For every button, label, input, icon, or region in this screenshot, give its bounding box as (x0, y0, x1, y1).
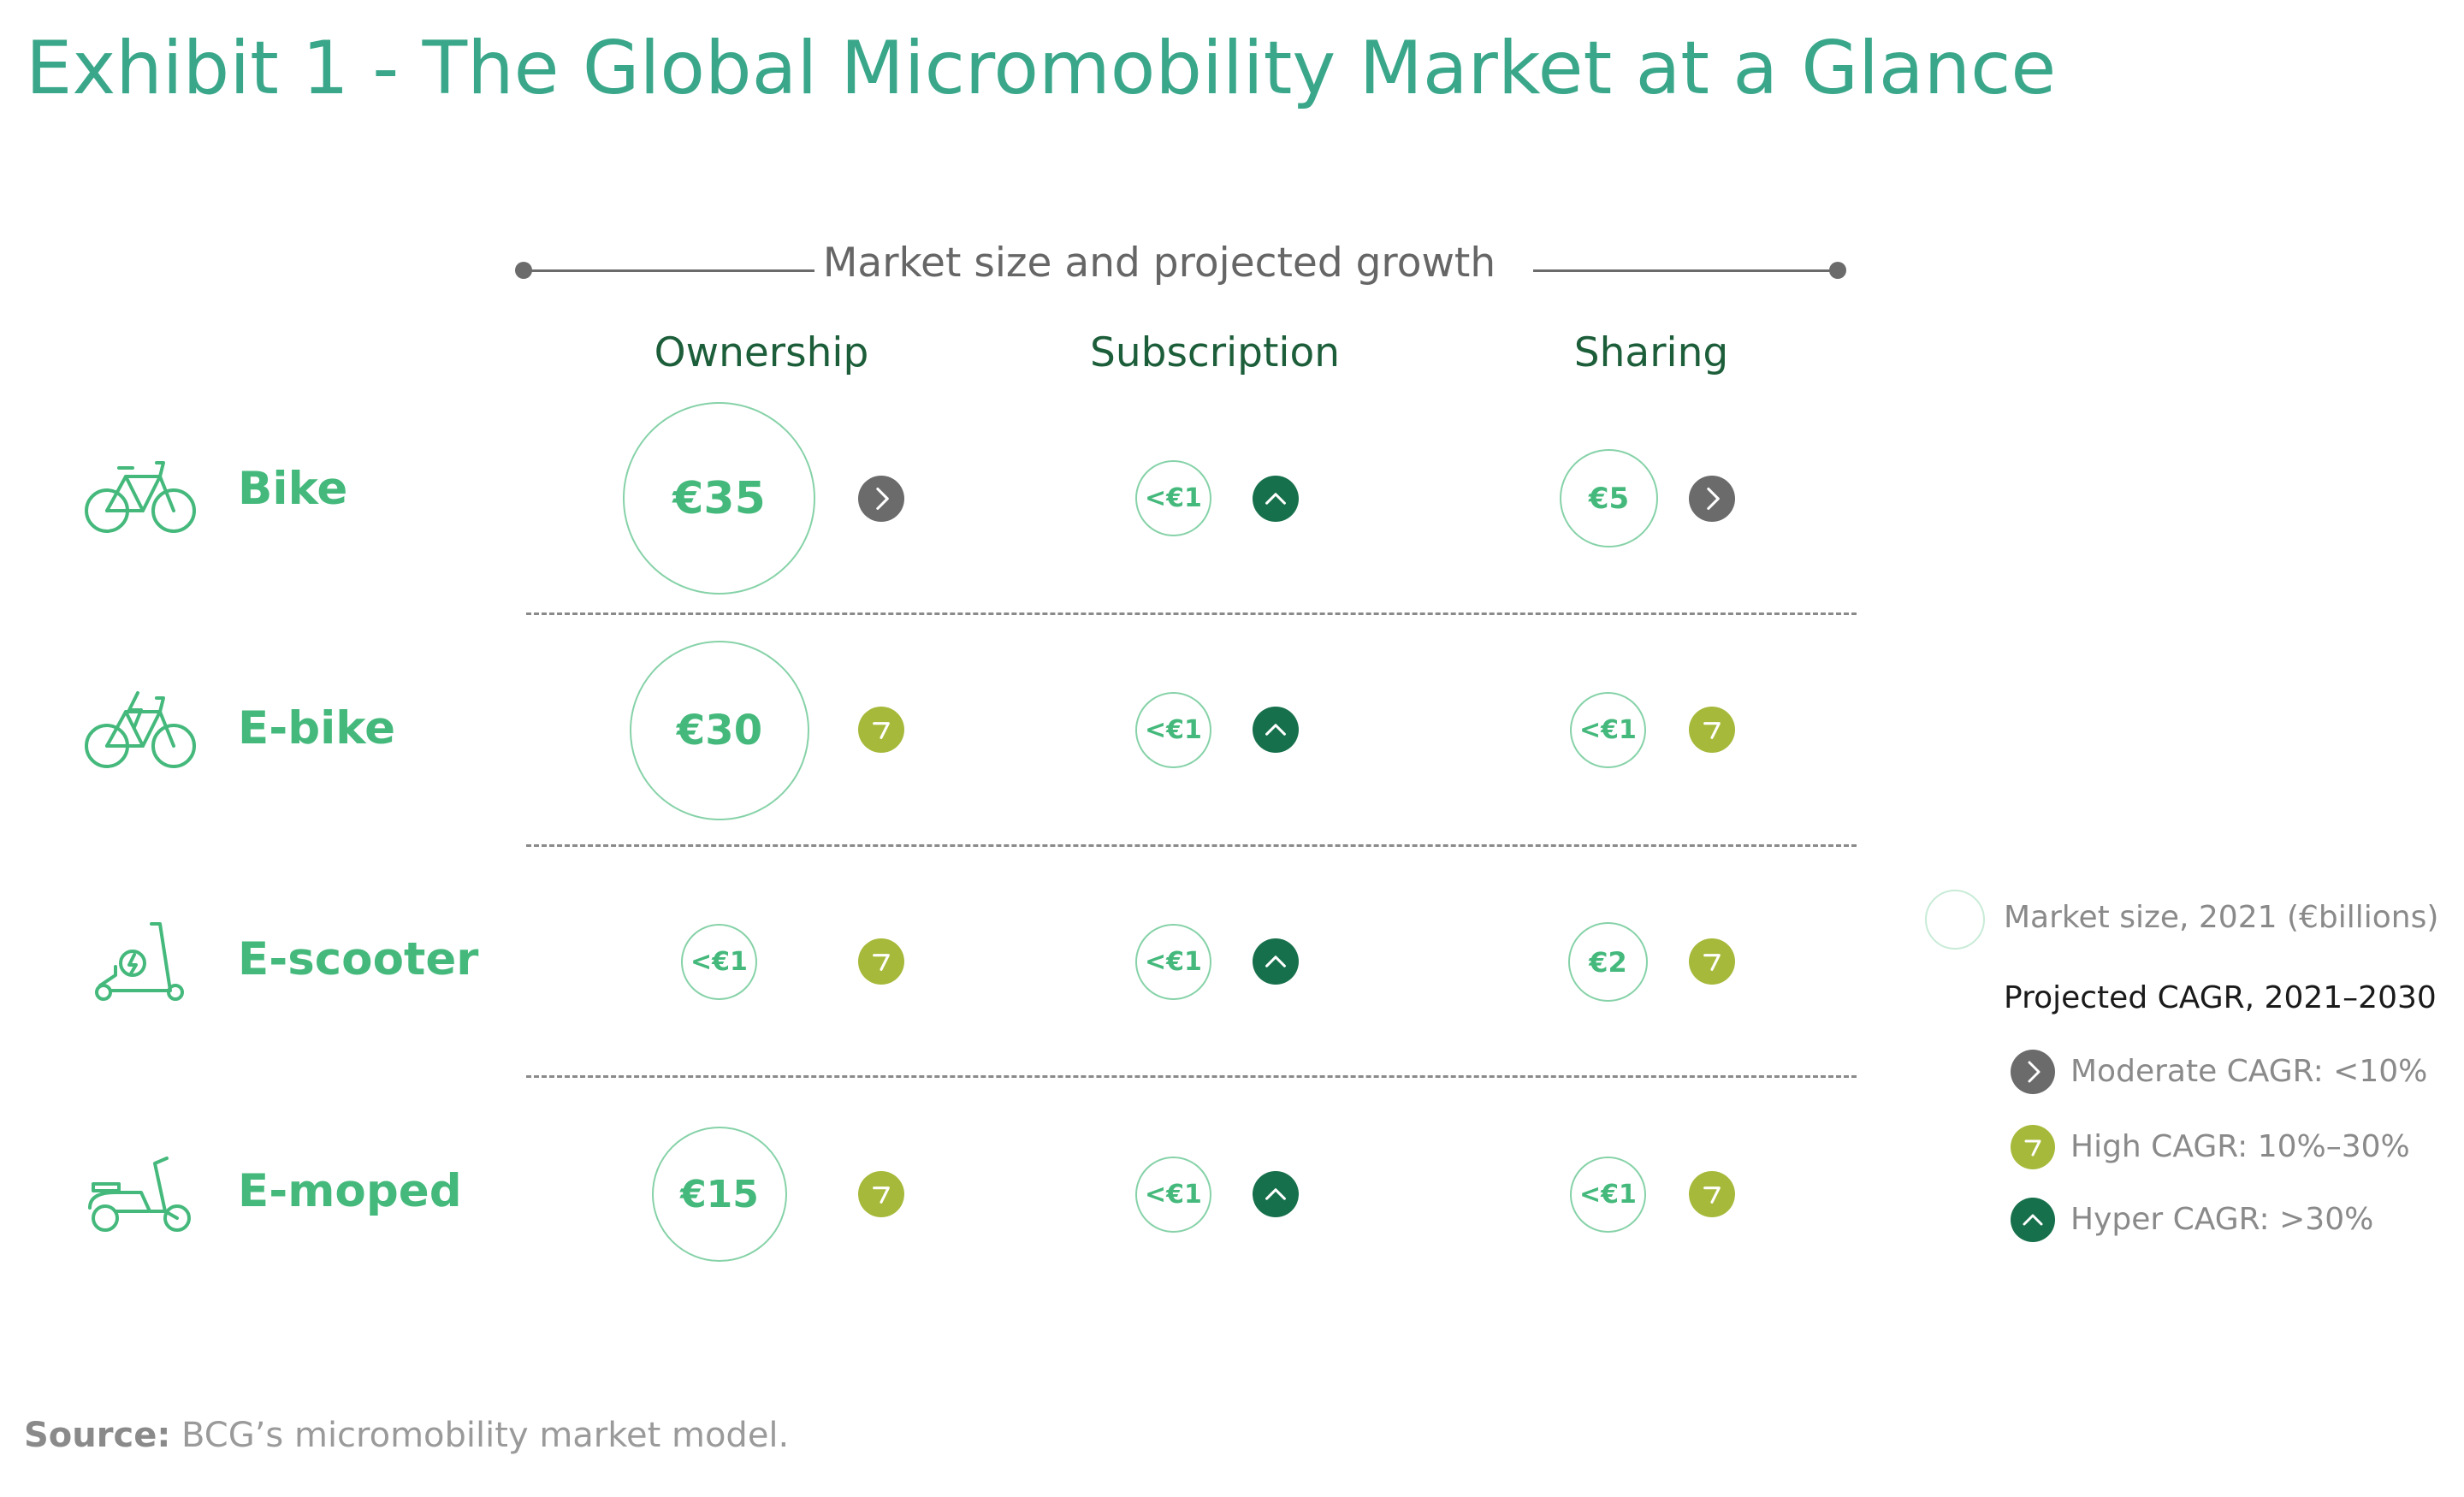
header-rule-right (1533, 269, 1837, 272)
row-divider (526, 844, 1857, 847)
row-divider (526, 612, 1857, 615)
market-size-bubble: <€1 (1135, 692, 1211, 768)
cagr-moderate-icon (858, 476, 904, 522)
cagr-hyper-icon (1253, 938, 1299, 985)
market-size-bubble: <€1 (1135, 1157, 1211, 1233)
legend-hyper: Hyper CAGR: >30% (2070, 1202, 2374, 1237)
market-size-bubble: €35 (623, 402, 815, 595)
cagr-hyper-icon (1253, 476, 1299, 522)
column-header-sharing: Sharing (1573, 329, 1729, 376)
row-label-e-bike: E-bike (238, 702, 396, 754)
legend-high-icon (2011, 1125, 2055, 1169)
legend-hyper-icon (2011, 1198, 2055, 1242)
cagr-high-icon (1689, 938, 1735, 985)
cagr-hyper-icon (1253, 707, 1299, 753)
market-size-bubble: <€1 (681, 924, 757, 1000)
market-size-bubble: <€1 (1135, 460, 1211, 536)
bike-icon (85, 461, 196, 533)
cagr-high-icon (1689, 707, 1735, 753)
market-size-bubble: €15 (652, 1127, 787, 1262)
source-text: BCG’s micromobility market model. (170, 1416, 790, 1455)
cagr-high-icon (858, 1171, 904, 1217)
cagr-high-icon (858, 707, 904, 753)
header-rule-dot-right (1829, 262, 1846, 279)
legend-high: High CAGR: 10%–30% (2070, 1129, 2410, 1164)
market-size-bubble: <€1 (1135, 924, 1211, 1000)
e-moped-icon (88, 1157, 191, 1232)
source-label: Source: (24, 1416, 171, 1455)
row-divider (526, 1075, 1857, 1078)
market-size-bubble: <€1 (1570, 1157, 1646, 1233)
header-label: Market size and projected growth (822, 240, 1496, 287)
legend-market-size: Market size, 2021 (€billions) (2004, 900, 2439, 935)
column-header-ownership: Ownership (654, 329, 869, 376)
header-rule-left (524, 269, 814, 272)
market-size-bubble: <€1 (1570, 692, 1646, 768)
source-note: Source: BCG’s micromobility market model… (24, 1416, 789, 1455)
e-scooter-icon (95, 922, 184, 1001)
market-size-bubble: €30 (630, 641, 809, 820)
row-label-bike: Bike (238, 463, 348, 515)
cagr-high-icon (858, 938, 904, 985)
cagr-hyper-icon (1253, 1171, 1299, 1217)
row-label-e-scooter: E-scooter (238, 933, 479, 985)
cagr-high-icon (1689, 1171, 1735, 1217)
market-size-bubble: €2 (1568, 922, 1648, 1002)
legend-moderate-icon (2011, 1050, 2055, 1094)
exhibit-title: Exhibit 1 - The Global Micromobility Mar… (26, 26, 2057, 111)
market-size-bubble: €5 (1560, 449, 1658, 547)
legend-cagr-title: Projected CAGR, 2021–2030 (2004, 980, 2437, 1015)
legend-moderate: Moderate CAGR: <10% (2070, 1054, 2428, 1089)
column-header-subscription: Subscription (1089, 329, 1341, 376)
cagr-moderate-icon (1689, 476, 1735, 522)
e-bike-icon (85, 691, 196, 768)
legend-market-size-bubble (1925, 890, 1985, 950)
row-label-e-moped: E-moped (238, 1165, 462, 1217)
